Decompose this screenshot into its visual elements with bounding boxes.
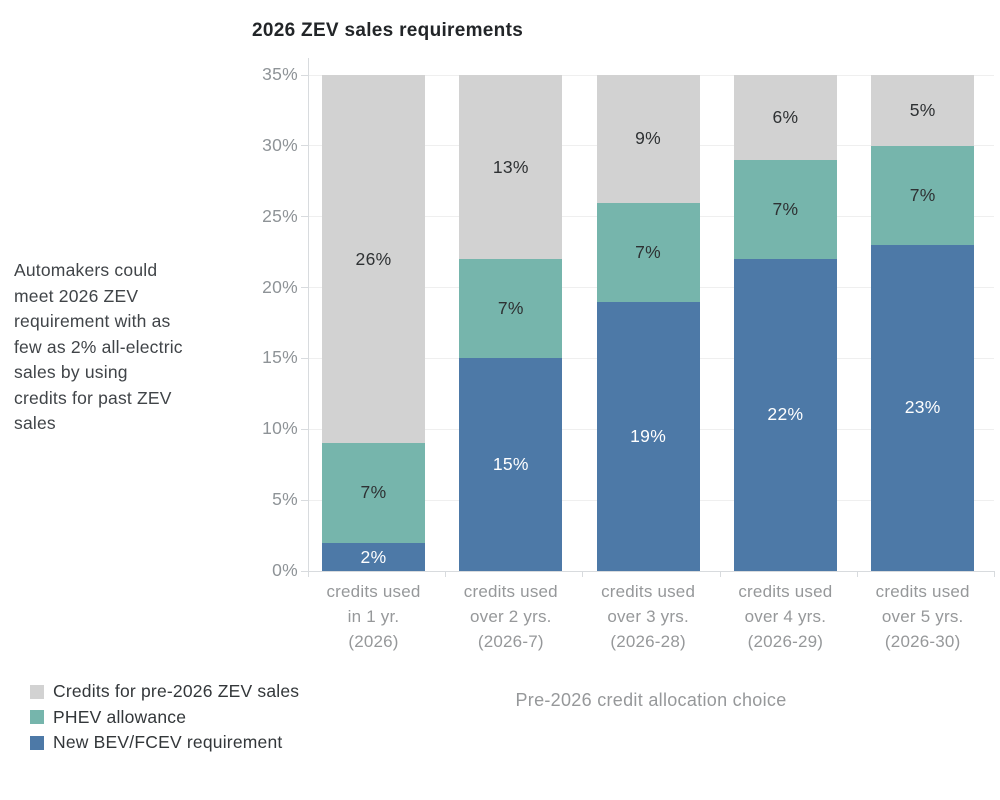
legend-swatch	[30, 710, 44, 725]
category-label: credits used over 4 yrs. (2026-29)	[738, 582, 833, 651]
x-axis-tick	[719, 571, 721, 577]
bar-segment-credits-for-pre-2026-zev-sales	[871, 75, 975, 146]
bar-segment-phev-allowance	[596, 202, 700, 302]
legend-swatch	[30, 684, 44, 699]
y-axis-tick	[301, 357, 308, 359]
legend-row: PHEV allowance	[30, 705, 299, 731]
x-axis-tick	[994, 571, 995, 577]
chart-annotation: Automakers could meet 2026 ZEV requireme…	[14, 260, 183, 433]
category-label: credits used in 1 yr. (2026)	[326, 582, 421, 651]
segment-value-label: 15%	[492, 454, 529, 475]
x-axis-tick	[445, 571, 447, 577]
y-axis-tick	[301, 145, 308, 147]
segment-value-label: 23%	[904, 397, 941, 418]
legend-swatch	[30, 735, 44, 750]
bar-segment-new-bev-fcev-requirement	[596, 301, 700, 571]
bar-segment-phev-allowance	[459, 259, 563, 359]
y-tick-label: 10%	[262, 418, 298, 439]
segment-value-label: 7%	[497, 298, 524, 319]
legend-label: New BEV/FCEV requirement	[53, 732, 283, 753]
bar-segment-new-bev-fcev-requirement	[871, 245, 975, 571]
y-axis-tick	[301, 287, 308, 289]
bar-segment-credits-for-pre-2026-zev-sales	[733, 75, 837, 161]
category-label: credits used over 3 yrs. (2026-28)	[601, 582, 696, 651]
segment-value-label: 7%	[635, 241, 662, 262]
segment-value-label: 22%	[767, 404, 804, 425]
y-tick-label: 0%	[272, 560, 298, 580]
bar-segment-phev-allowance	[871, 145, 975, 246]
legend-label: Credits for pre-2026 ZEV sales	[53, 681, 300, 702]
y-tick-label: 35%	[262, 64, 298, 84]
legend-label: PHEV allowance	[53, 706, 187, 727]
chart-title: 2026 ZEV sales requirements	[252, 20, 524, 41]
segment-value-label: 7%	[772, 199, 799, 220]
legend-row: New BEV/FCEV requirement	[30, 730, 299, 756]
bar-segment-new-bev-fcev-requirement	[459, 358, 563, 571]
x-axis-tick	[856, 571, 858, 577]
y-axis-tick	[301, 216, 308, 218]
segment-value-label: 6%	[772, 107, 799, 127]
y-tick-label: 15%	[262, 347, 298, 368]
y-axis-tick	[301, 570, 308, 572]
category-label: credits used over 2 yrs. (2026-7)	[463, 582, 558, 651]
y-axis-tick	[301, 428, 308, 430]
y-tick-label: 30%	[262, 134, 298, 155]
bar-segment-credits-for-pre-2026-zev-sales	[459, 75, 563, 260]
segment-value-label: 9%	[635, 128, 662, 148]
y-tick-label: 25%	[262, 205, 298, 226]
bar-segment-phev-allowance	[322, 443, 425, 543]
bar-segment-new-bev-fcev-requirement	[322, 542, 425, 571]
y-tick-label: 5%	[272, 489, 298, 510]
legend-row: Credits for pre-2026 ZEV sales	[30, 679, 299, 705]
y-axis-line	[308, 58, 309, 571]
segment-value-label: 7%	[909, 184, 936, 205]
segment-value-label: 7%	[360, 482, 387, 503]
category-label: credits used over 5 yrs. (2026-30)	[875, 582, 970, 651]
x-axis-tick	[308, 571, 309, 577]
segment-value-label: 26%	[355, 249, 392, 269]
bar-segment-credits-for-pre-2026-zev-sales	[322, 75, 425, 444]
bar-segment-credits-for-pre-2026-zev-sales	[596, 75, 700, 203]
x-axis-tick	[582, 571, 584, 577]
y-tick-label: 20%	[262, 276, 298, 297]
segment-value-label: 13%	[492, 157, 529, 177]
x-axis-title: Pre-2026 credit allocation choice	[515, 690, 787, 710]
segment-value-label: 19%	[630, 425, 667, 446]
bar-segment-phev-allowance	[733, 160, 837, 260]
segment-value-label: 5%	[909, 100, 936, 120]
y-axis-tick	[301, 499, 308, 501]
bar-segment-new-bev-fcev-requirement	[733, 259, 837, 571]
y-axis-tick	[301, 74, 308, 76]
legend: Credits for pre-2026 ZEV sales PHEV allow…	[30, 679, 299, 756]
x-axis-line	[308, 571, 994, 572]
segment-value-label: 2%	[360, 546, 387, 567]
